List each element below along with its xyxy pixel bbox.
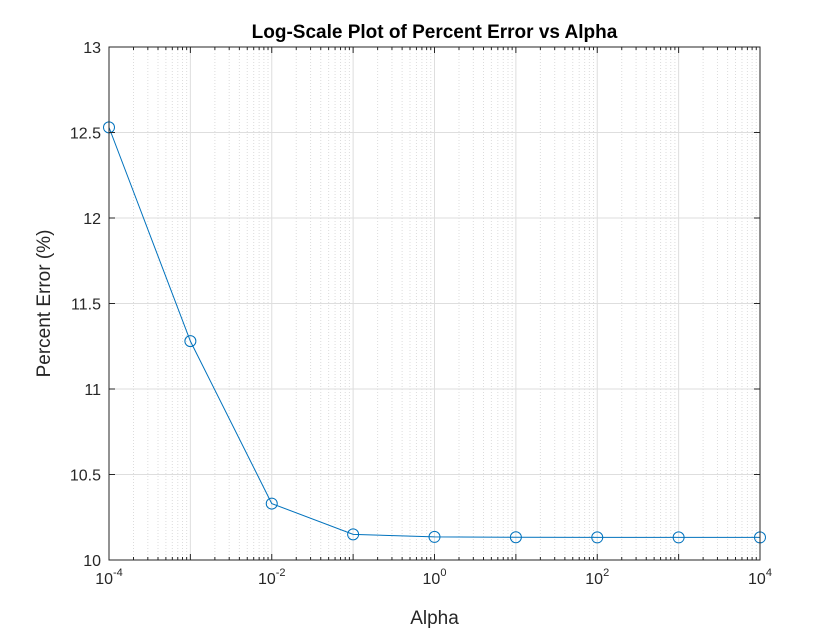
data-point [428, 530, 441, 543]
y-tick-label: 10 [83, 553, 101, 570]
data-point [184, 335, 197, 348]
y-tick-label: 12.5 [70, 126, 101, 143]
tick-labels: 10 10.5 11 11.5 12 12.5 13 10-4 10-2 100 102 104 [70, 40, 772, 588]
data-point [509, 531, 522, 544]
x-tick-label: 100 [423, 567, 447, 588]
y-tick-label: 12 [83, 211, 101, 228]
x-tick-label: 10-2 [258, 567, 286, 588]
series-line [108, 127, 760, 538]
x-axis-label: Alpha [410, 608, 459, 629]
data-point [265, 497, 278, 510]
data-point [672, 531, 685, 544]
y-tick-label: 10.5 [70, 468, 101, 485]
y-tick-label: 13 [83, 40, 101, 57]
y-axis-label: Percent Error (%) [34, 230, 55, 378]
y-tick-label: 11.5 [71, 297, 101, 314]
y-tick-label: 11 [84, 382, 101, 399]
data-point [591, 531, 604, 544]
data-point [347, 528, 360, 541]
x-tick-label: 102 [585, 567, 609, 588]
x-tick-label: 10-4 [95, 567, 123, 588]
tick-marks [108, 46, 761, 561]
grid [108, 46, 761, 561]
chart-title: Log-Scale Plot of Percent Error vs Alpha [252, 22, 618, 43]
x-tick-label: 104 [748, 567, 772, 588]
